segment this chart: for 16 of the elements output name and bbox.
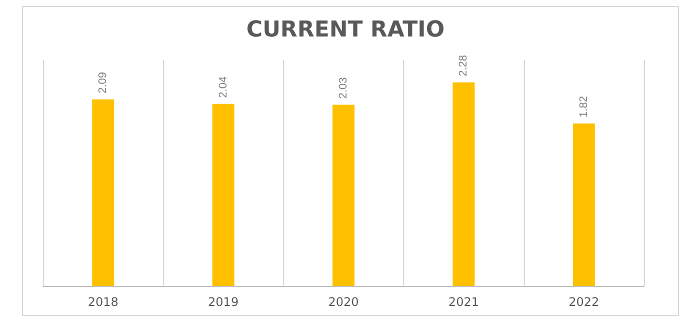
bar — [332, 104, 354, 286]
x-tick-label: 2018 — [88, 295, 118, 309]
bar — [452, 82, 475, 286]
x-tick-label: 2020 — [328, 295, 359, 309]
data-label: 2.03 — [338, 77, 350, 99]
bar — [572, 123, 595, 286]
data-label: 2.04 — [217, 76, 230, 98]
x-tick-label: 2022 — [568, 295, 600, 309]
bar — [212, 104, 234, 286]
x-tick-label: 2021 — [448, 295, 479, 309]
data-label: 2.28 — [458, 54, 470, 76]
data-label: 2.09 — [97, 72, 110, 94]
bar — [92, 99, 114, 286]
data-label: 1.82 — [578, 96, 590, 118]
chart-title: CURRENT RATIO — [246, 18, 445, 42]
x-tick-label: 2019 — [208, 295, 239, 309]
